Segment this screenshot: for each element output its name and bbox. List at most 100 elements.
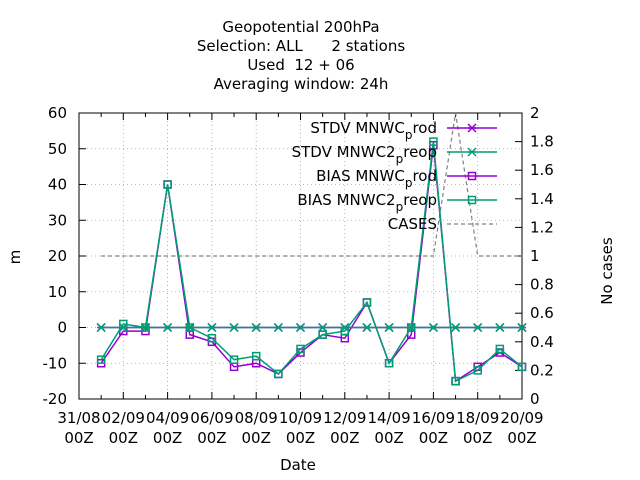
point-marker (362, 322, 372, 333)
point-marker (318, 330, 327, 339)
y2-tick-label: 0.2 (530, 361, 554, 379)
legend-label: BIAS MNWCprod (316, 167, 437, 190)
point-marker (517, 322, 527, 333)
x-tick-label-hour: 00Z (419, 429, 448, 447)
point-marker (429, 137, 438, 146)
x-tick-label-date: 04/09 (146, 409, 189, 427)
ticks: -20 -10 0 10 20 30 40 50 60 0 0.2 0.4 0.6 0.8 1 1.2 1.4 1… (43, 104, 554, 447)
x-tick-label-hour: 00Z (64, 429, 93, 447)
x-tick-label-date: 12/09 (323, 409, 366, 427)
series-bias-mnwc-prod (96, 140, 527, 386)
y2-axis-label: No cases (598, 237, 616, 305)
point-marker (451, 376, 460, 386)
point-marker (467, 195, 477, 205)
y2-tick-label: 1.2 (530, 218, 554, 236)
title-line: Averaging window: 24h (214, 75, 389, 93)
point-marker (96, 322, 106, 333)
title-line: Geopotential 200hPa (222, 18, 379, 36)
point-marker (229, 322, 239, 333)
x-tick-label-hour: 00Z (197, 429, 226, 447)
y2-tick-label: 1.6 (530, 161, 554, 179)
legend-label: CASES (388, 215, 437, 233)
series-line (100, 141, 523, 383)
y2-tick-label: 1.8 (530, 133, 554, 151)
point-marker (467, 123, 477, 133)
point-marker (274, 369, 283, 379)
title-line: Selection: ALL 2 stations (197, 37, 405, 55)
x-axis-label: Date (280, 456, 316, 474)
x-tick-label-date: 08/09 (235, 409, 278, 427)
point-marker (495, 344, 505, 354)
point-marker (318, 322, 328, 333)
x-tick-label-date: 10/09 (279, 409, 322, 427)
y2-tick-label: 1 (530, 247, 540, 265)
y-tick-label: 60 (48, 104, 67, 122)
point-marker (467, 147, 477, 157)
x-tick-label-hour: 00Z (286, 429, 315, 447)
point-marker (273, 322, 283, 333)
x-tick-label-hour: 00Z (507, 429, 536, 447)
x-tick-label-hour: 00Z (109, 429, 138, 447)
y-tick-label: -20 (43, 390, 68, 408)
x-tick-label-date: 31/08 (57, 409, 100, 427)
point-marker (185, 323, 194, 332)
point-marker (495, 322, 505, 333)
point-marker (251, 322, 261, 333)
chart-title: Geopotential 200hPa Selection: ALL 2 sta… (197, 18, 405, 93)
y-tick-label: 50 (48, 140, 67, 158)
legend-label: BIAS MNWC2preop (297, 191, 437, 214)
y2-tick-label: 0.6 (530, 304, 554, 322)
x-tick-label-hour: 00Z (330, 429, 359, 447)
point-marker (207, 322, 217, 333)
y-tick-label: 10 (48, 283, 67, 301)
y-axis-label: m (6, 250, 24, 265)
y-tick-label: 40 (48, 176, 67, 194)
x-tick-label-date: 20/09 (500, 409, 543, 427)
point-marker (163, 180, 172, 189)
point-marker (296, 344, 305, 354)
point-marker (384, 322, 394, 333)
point-marker (229, 355, 239, 364)
y-tick-label: 20 (48, 247, 67, 265)
y-tick-label: 0 (57, 319, 67, 337)
point-marker (207, 333, 217, 343)
point-marker (362, 298, 372, 307)
point-marker (451, 322, 461, 333)
series-bias-mnwc2-preop (96, 137, 527, 386)
legend-label: STDV MNWC2preop (292, 143, 437, 166)
y2-tick-label: 1.4 (530, 190, 554, 208)
point-marker (251, 351, 261, 361)
x-tick-label-hour: 00Z (463, 429, 492, 447)
point-marker (428, 322, 438, 333)
y-tick-label: -10 (43, 354, 68, 372)
y2-tick-label: 0.4 (530, 333, 554, 351)
y-tick-label: 30 (48, 211, 67, 229)
point-marker (467, 171, 477, 181)
point-marker (141, 323, 150, 332)
x-tick-label-date: 18/09 (456, 409, 499, 427)
title-line: Used 12 + 06 (247, 56, 354, 74)
x-tick-label-hour: 00Z (242, 429, 271, 447)
point-marker (295, 322, 306, 333)
series-stdv-mnwc2-preop (96, 322, 527, 333)
point-marker (473, 366, 482, 375)
x-tick-label-date: 14/09 (367, 409, 410, 427)
x-tick-label-hour: 00Z (374, 429, 403, 447)
point-marker (473, 322, 483, 333)
y2-tick-label: 0.8 (530, 276, 554, 294)
series-line (101, 112, 522, 257)
point-marker (407, 323, 416, 332)
y2-tick-label: 2 (530, 104, 540, 122)
y2-tick-label: 0 (530, 390, 540, 408)
series-cases (101, 112, 522, 257)
point-marker (517, 362, 527, 372)
x-tick-label-date: 02/09 (102, 409, 145, 427)
x-tick-label-date: 06/09 (190, 409, 233, 427)
point-marker (340, 326, 350, 336)
x-tick-label-hour: 00Z (153, 429, 182, 447)
point-marker (163, 322, 173, 333)
point-marker (384, 359, 394, 368)
legend-label: STDV MNWCprod (310, 119, 437, 142)
